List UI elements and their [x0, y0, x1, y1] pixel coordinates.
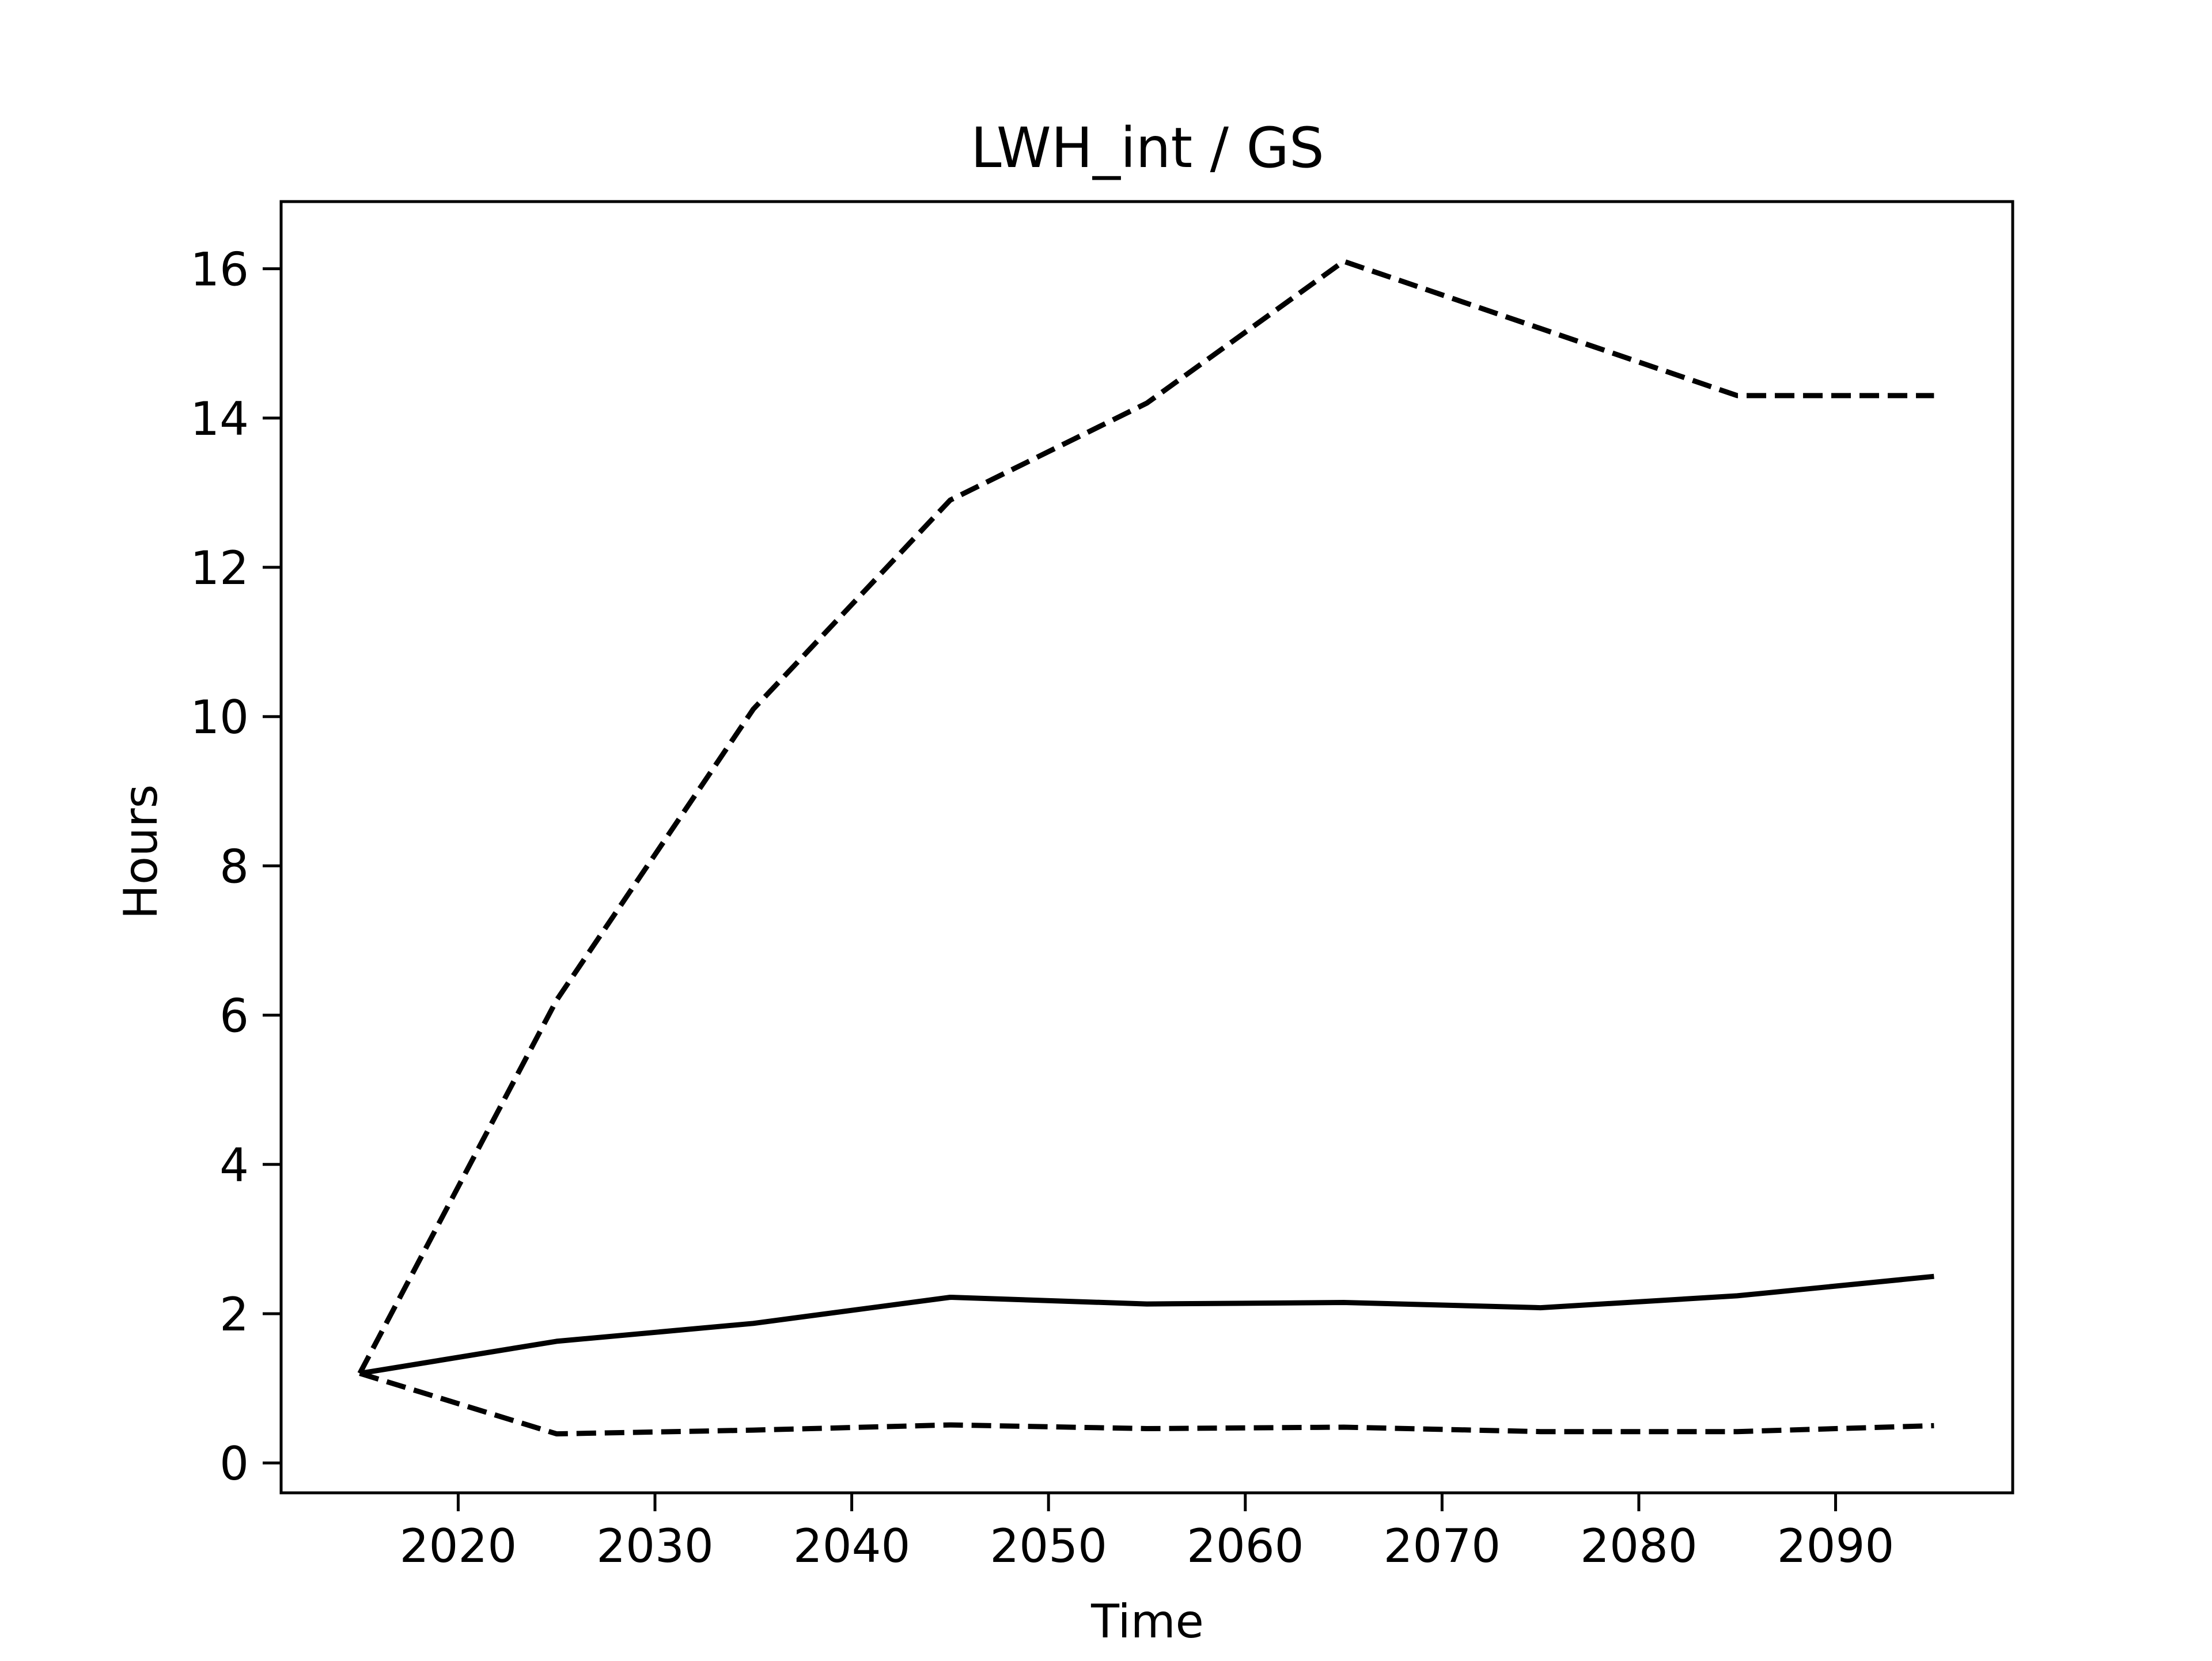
x-tick-label: 2070 — [1384, 1519, 1501, 1573]
x-tick-label: 2050 — [990, 1519, 1107, 1573]
dashed-series-line-0 — [357, 259, 1934, 1375]
dashed-series-line-2 — [359, 1371, 1934, 1437]
y-axis-ticks: 0 2 4 6 8 10 12 14 16 — [190, 243, 281, 1491]
x-tick-label: 2040 — [793, 1519, 911, 1573]
y-tick-label: 16 — [190, 243, 249, 297]
y-tick-label: 14 — [190, 392, 249, 446]
y-tick-label: 4 — [219, 1139, 249, 1192]
y-tick-label: 10 — [190, 691, 249, 744]
y-tick-label: 6 — [219, 989, 249, 1043]
x-axis-label: Time — [1090, 1595, 1204, 1648]
x-tick-label: 2030 — [596, 1519, 714, 1573]
y-axis-label: Hours — [114, 784, 168, 919]
y-tick-label: 12 — [190, 541, 249, 595]
y-tick-label: 8 — [219, 840, 249, 893]
x-tick-label: 2060 — [1187, 1519, 1304, 1573]
y-tick-label: 0 — [219, 1437, 249, 1491]
x-axis-ticks: 2020 2030 2040 2050 2060 2070 2080 2090 — [400, 1493, 1895, 1573]
y-tick-label: 2 — [219, 1288, 249, 1341]
chart-title: LWH_int / GS — [971, 116, 1324, 180]
plot-area-frame — [279, 200, 2014, 1495]
x-tick-label: 2020 — [400, 1519, 517, 1573]
series-lines — [357, 259, 1934, 1437]
solid-series-line-1 — [359, 1273, 1934, 1376]
x-tick-label: 2090 — [1777, 1519, 1895, 1573]
x-tick-label: 2080 — [1580, 1519, 1698, 1573]
